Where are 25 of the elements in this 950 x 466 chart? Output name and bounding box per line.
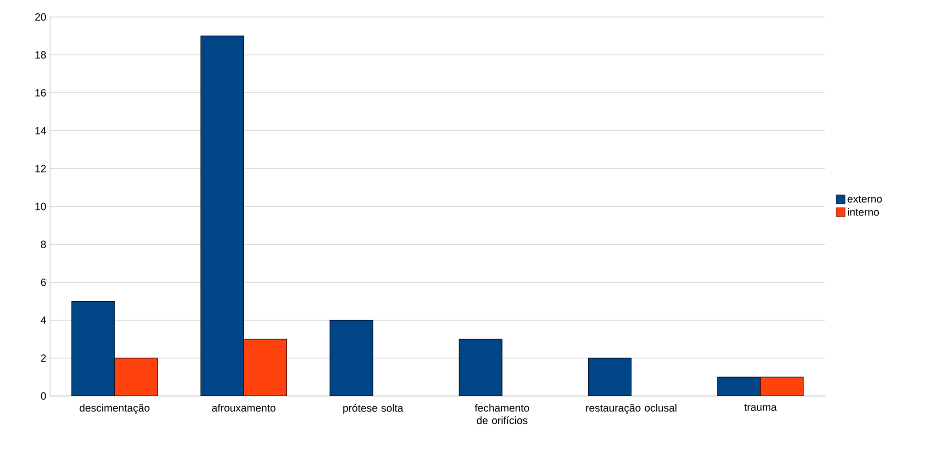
x-tick-label: restauração oclusal [586, 404, 676, 414]
y-tick-label: 12 [35, 164, 46, 172]
legend-label: externo [848, 196, 882, 203]
y-tick-label: 20 [35, 13, 46, 21]
y-tick-label: 16 [35, 89, 46, 97]
y-tick-label: 4 [40, 316, 46, 324]
x-tick-label: afrouxamento [212, 404, 276, 412]
bar [588, 358, 632, 396]
y-tick-label: 8 [40, 240, 46, 248]
bar [244, 338, 288, 396]
y-tick-label: 18 [35, 51, 46, 59]
bar [114, 358, 158, 396]
y-tick-label: 10 [35, 202, 46, 210]
bar [760, 376, 804, 396]
y-tick-label: 6 [41, 278, 46, 286]
x-tick-label: prótese solta [343, 404, 404, 414]
x-tick-label: fechamento de orifícios [474, 404, 530, 424]
bar [458, 338, 502, 396]
bar [330, 320, 374, 396]
y-tick-label: 2 [41, 354, 46, 362]
x-tick-label: trauma [744, 404, 777, 411]
legend-label: interno [848, 208, 879, 216]
x-tick-label: descimentação [80, 404, 150, 414]
y-tick-label: 0 [40, 392, 46, 400]
y-tick-label: 14 [35, 127, 46, 134]
